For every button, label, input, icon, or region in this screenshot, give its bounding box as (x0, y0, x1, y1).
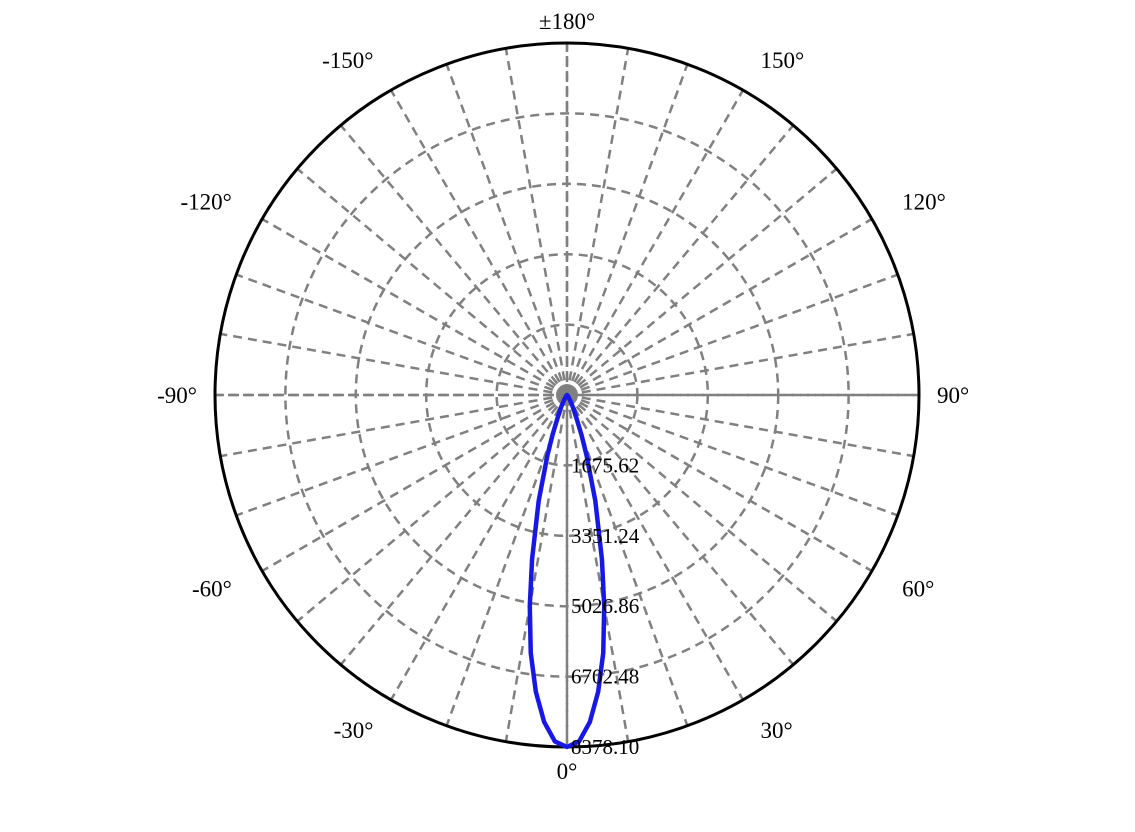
radial-label: 8378.10 (571, 735, 639, 759)
radial-label: 3351.24 (571, 524, 640, 548)
angle-label: ±180° (539, 9, 595, 34)
polar-chart: 1675.62 3351.24 5026.86 6702.48 8378.10 ±180°… (0, 0, 1135, 832)
polar-svg: 1675.62 3351.24 5026.86 6702.48 8378.10 ±180°… (0, 0, 1135, 832)
angle-label: -60° (192, 577, 232, 602)
angle-label: -90° (157, 383, 197, 408)
angle-label: 120° (902, 190, 946, 215)
angle-label: 150° (761, 48, 805, 73)
angle-label: 90° (937, 383, 969, 408)
angle-label: 60° (902, 577, 934, 602)
angle-label: -120° (180, 190, 231, 215)
angle-label: 30° (761, 718, 793, 743)
angle-label: 0° (557, 759, 578, 784)
angle-label: -150° (322, 48, 373, 73)
angle-label: -30° (334, 718, 374, 743)
radial-label: 1675.62 (571, 453, 639, 477)
radial-label: 6702.48 (571, 665, 639, 689)
radial-label: 5026.86 (571, 594, 639, 618)
